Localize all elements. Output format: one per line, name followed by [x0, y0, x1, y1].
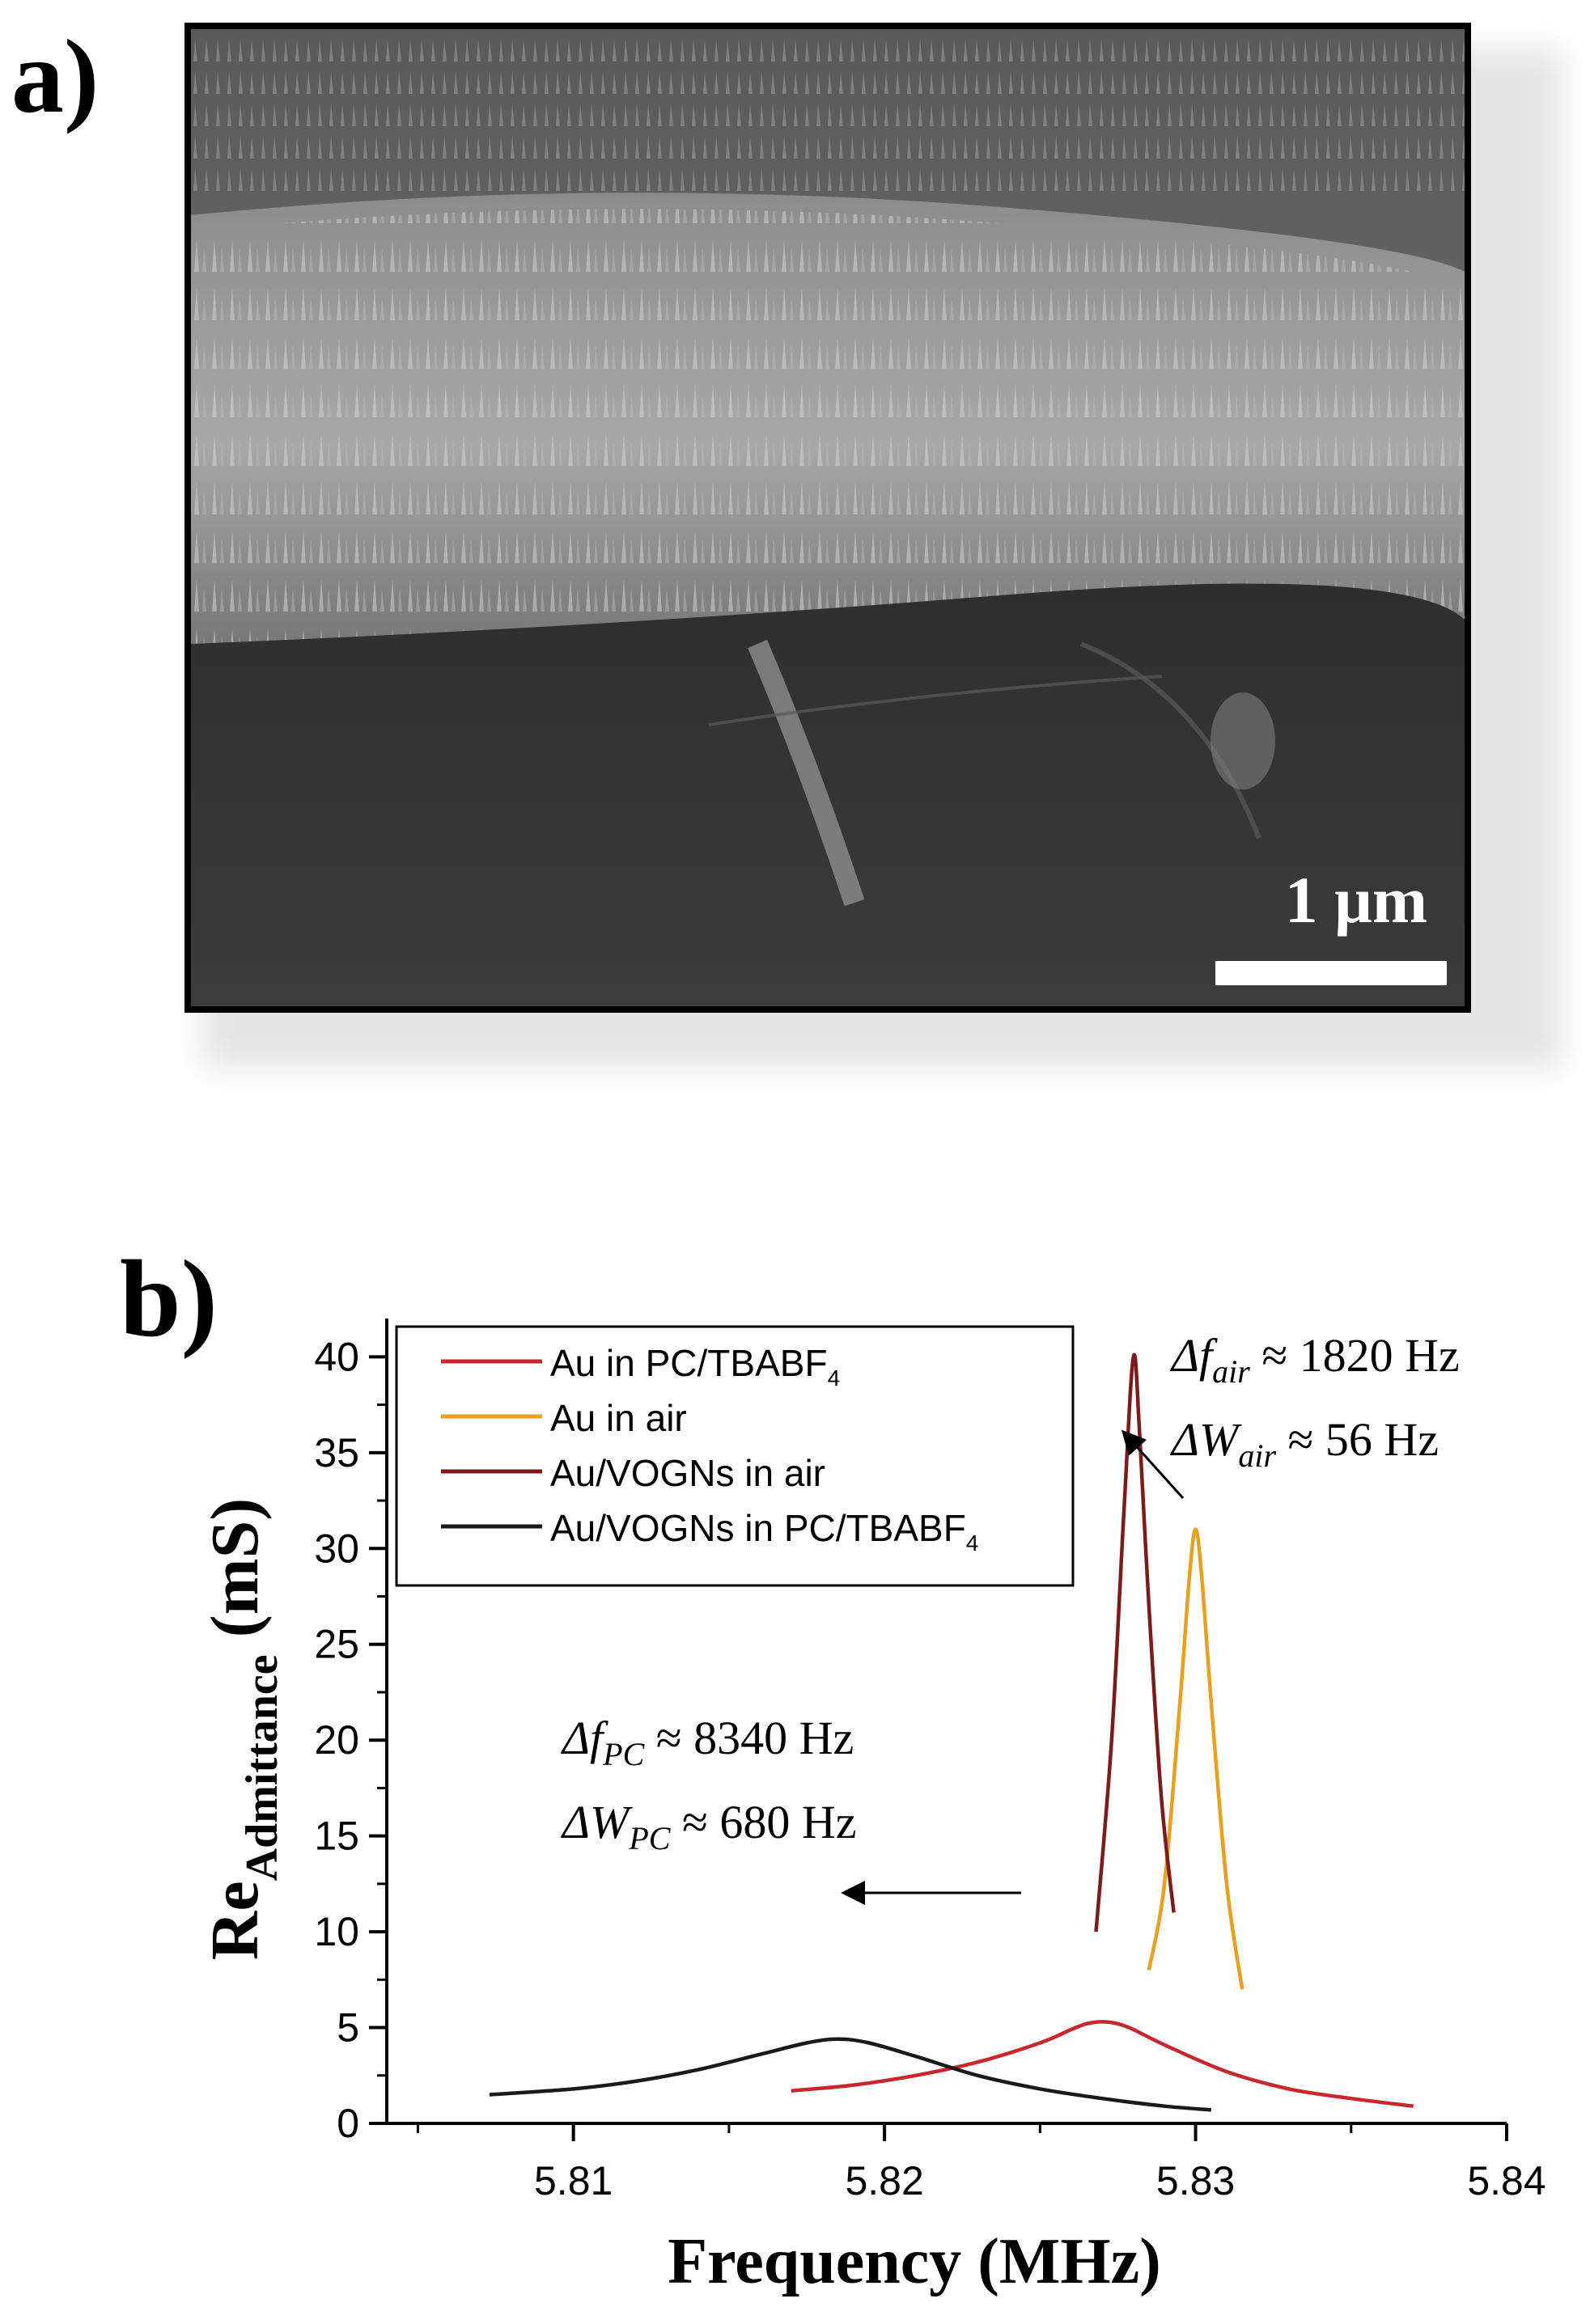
- y-axis-label: ReAdmittance (mS): [197, 1498, 287, 1961]
- x-axis-label: Frequency (MHz): [668, 2226, 1160, 2297]
- y-tick-label: 0: [337, 2101, 359, 2146]
- series-line-4: [489, 2037, 1211, 2112]
- y-tick-label: 20: [314, 1717, 359, 1763]
- legend-entry: Au in air: [550, 1397, 687, 1439]
- annotation-line: ΔfPC ≈ 8340 Hz: [561, 1712, 854, 1772]
- x-tick-label: 5.83: [1156, 2158, 1235, 2203]
- annotation-line: Δfair ≈ 1820 Hz: [1170, 1329, 1460, 1390]
- sem-micrograph-picture: [191, 29, 1465, 1006]
- annotation-pc: ΔfPC ≈ 8340 Hz ΔWPC ≈ 680 Hz: [561, 1712, 856, 1856]
- y-tick-label: 35: [314, 1430, 359, 1475]
- legend-box: [395, 1325, 1075, 1587]
- annotation-line: ΔWair ≈ 56 Hz: [1170, 1413, 1439, 1474]
- series-line-2: [1147, 1527, 1244, 1990]
- y-tick-label: 15: [314, 1814, 359, 1859]
- annotation-line: ΔWPC ≈ 680 Hz: [561, 1796, 856, 1856]
- legend-entry: Au in PC/TBABF4: [550, 1342, 840, 1391]
- panel-a-label: a): [11, 19, 100, 135]
- y-tick-label: 25: [314, 1622, 359, 1667]
- legend-entry: Au/VOGNs in air: [550, 1452, 825, 1494]
- y-tick-label: 40: [314, 1334, 359, 1379]
- x-tick-label: 5.84: [1467, 2158, 1545, 2203]
- sem-image: 1 μm: [184, 23, 1471, 1013]
- scale-bar-label: 1 μm: [1284, 863, 1427, 937]
- y-tick-label: 10: [314, 1909, 359, 1954]
- arrow-air: [1121, 1429, 1185, 1500]
- y-tick-label: 30: [314, 1526, 359, 1571]
- annotation-air: Δfair ≈ 1820 Hz ΔWair ≈ 56 Hz: [1170, 1329, 1460, 1474]
- legend-entry: Au/VOGNs in PC/TBABF4: [550, 1507, 978, 1556]
- series-line-1: [791, 2020, 1414, 2108]
- y-tick-label: 5: [337, 2005, 359, 2051]
- scale-bar: [1215, 961, 1447, 985]
- series-line-3: [1094, 1352, 1176, 1932]
- x-tick-label: 5.82: [845, 2158, 923, 2203]
- panel-b-label: b): [120, 1238, 218, 1360]
- x-tick-label: 5.81: [534, 2158, 613, 2203]
- legend: Au in PC/TBABF4 Au in air Au/VOGNs in air A…: [395, 1325, 1075, 1587]
